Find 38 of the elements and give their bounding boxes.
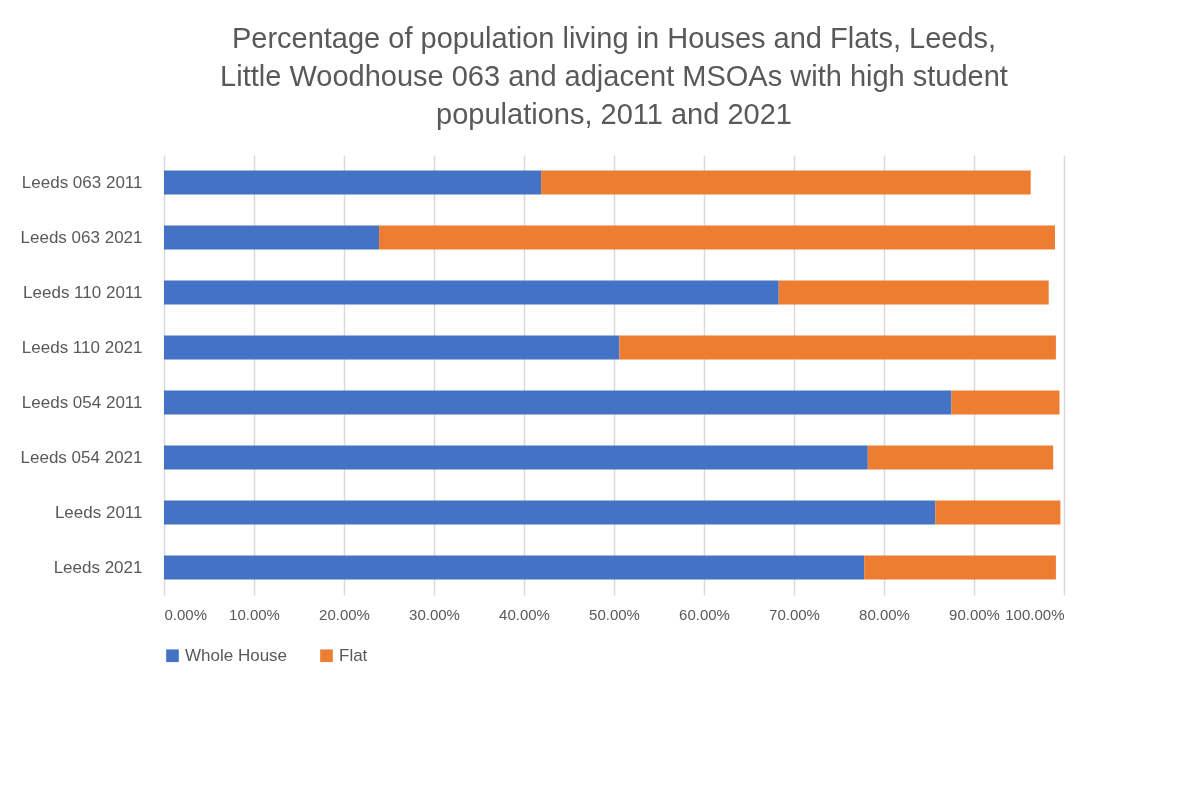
bar [864, 555, 1056, 580]
bar [164, 335, 620, 360]
bar [619, 335, 1056, 360]
y-tick-label: Leeds 110 2021 [21, 337, 143, 357]
x-tick-label: 70.00% [769, 605, 820, 623]
bar [164, 390, 952, 415]
bar [164, 500, 936, 525]
bar [164, 170, 542, 195]
x-tick-label: 10.00% [229, 605, 280, 623]
x-tick-label: 20.00% [319, 605, 370, 623]
bar [951, 390, 1060, 415]
bar [935, 500, 1061, 525]
bar [164, 445, 868, 470]
x-tick-label: 0.00% [164, 605, 208, 623]
x-tick-label: 40.00% [499, 605, 550, 623]
y-tick-label: Leeds 063 2011 [21, 172, 143, 192]
x-tick-label: 80.00% [859, 605, 910, 623]
chart-title: Percentage of population living in Houses and Flats, Leeds, Little Woodhouse 063 and adjacent MSOAs with high student populations, 2011 and 2021 [220, 22, 1008, 130]
y-tick-label: Leeds 063 2021 [20, 227, 143, 247]
y-tick-label: Leeds 054 2021 [20, 447, 143, 467]
legend-label: Flat [339, 645, 368, 665]
bar [164, 280, 779, 305]
bar [379, 225, 1055, 250]
bar [778, 280, 1049, 305]
legend-label: Whole House [185, 645, 288, 665]
bar [164, 555, 865, 580]
x-tick-label: 100.00% [1005, 605, 1065, 623]
y-tick-label: Leeds 110 2011 [23, 282, 143, 302]
y-tick-label: Leeds 054 2011 [21, 392, 143, 412]
bar [164, 225, 380, 250]
x-tick-label: 30.00% [409, 605, 460, 623]
y-tick-label: Leeds 2021 [53, 557, 143, 577]
bar [867, 445, 1054, 470]
x-tick-label: 90.00% [949, 605, 1000, 623]
x-tick-label: 50.00% [589, 605, 640, 623]
y-tick-label: Leeds 2011 [54, 502, 143, 522]
bar [541, 170, 1031, 195]
x-tick-label: 60.00% [679, 605, 730, 623]
